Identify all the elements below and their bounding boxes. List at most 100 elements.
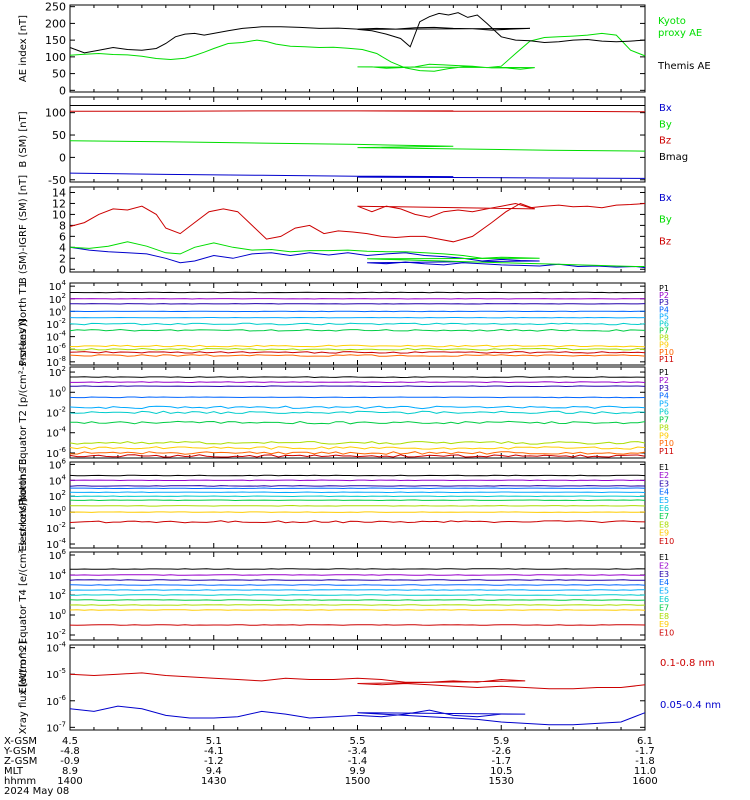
side-label: proxy AE: [658, 28, 702, 39]
orbit-value: 10.5: [490, 766, 512, 777]
y-tick-label: 10-4: [46, 641, 66, 655]
legend-entry: P3: [659, 298, 669, 307]
y-tick-label: 12: [52, 197, 66, 210]
y-tick-label: 0: [59, 84, 66, 97]
series-line-p2: [70, 381, 646, 384]
y-axis-label: Protons North T1: [18, 282, 29, 366]
legend-entry: E4: [659, 578, 669, 587]
series-line-e10: [69, 520, 646, 524]
series-line-bx: [69, 172, 646, 179]
y-tick-label: 10-6: [46, 342, 66, 356]
legend-entry: Bx: [659, 103, 672, 114]
orbit-value: 6.1: [637, 736, 653, 747]
side-label: Kyoto: [658, 16, 686, 27]
series-line-bz: [70, 110, 646, 113]
y-tick-label: 10: [52, 208, 66, 221]
panel-frame: [69, 96, 646, 183]
y-tick-label: 10-7: [46, 720, 66, 734]
y-tick-label: 8: [59, 219, 66, 232]
legend-entry: P2: [659, 376, 669, 385]
legend-entry: E7: [659, 512, 669, 521]
y-tick-label: 10-4: [46, 426, 66, 440]
legend-entry: Bx: [659, 193, 672, 204]
legend-entry: P11: [659, 355, 674, 364]
series-line-e7: [69, 499, 646, 502]
orbit-value: 1400: [57, 776, 82, 787]
series-line-kyoto-proxy-ae: [69, 32, 646, 72]
legend-entry: E1: [659, 553, 669, 562]
y-tick-label: 10-8: [46, 355, 66, 369]
orbit-value: -3.4: [348, 746, 368, 757]
series-line-p10: [69, 451, 646, 455]
y-tick-label: 10-2: [46, 521, 66, 535]
series-line-bx: [69, 246, 646, 269]
legend-entry: E6: [659, 504, 669, 513]
y-tick-label: 50: [52, 129, 66, 142]
series-line-e2: [70, 574, 645, 576]
panel-2: -50 0 50 100 B (SM) [nT] Bx By Bz Bmag: [18, 96, 688, 187]
orbit-row-label: Z-GSM: [4, 756, 37, 767]
y-tick-label: 106: [49, 457, 67, 471]
y-tick-label: 10-2: [46, 628, 66, 642]
series-line-e9: [69, 609, 646, 611]
y-tick-label: 10-2: [46, 317, 66, 331]
legend-entry: P8: [659, 423, 669, 432]
orbit-value: -2.6: [491, 746, 511, 757]
series-line-by: [69, 241, 645, 267]
legend-entry: E2: [659, 561, 669, 570]
orbit-value: 1430: [201, 776, 226, 787]
series-line-e5: [69, 589, 645, 591]
panel-6: 106 104 102 100 10-2 10-4 Electrons North T3 E1…: [18, 457, 674, 551]
y-tick-label: 104: [49, 279, 67, 293]
panel-8: 10-4 10-5 10-6 10-7 Xray flux [W/m^2]: [18, 641, 646, 734]
y-tick-label: 104: [49, 473, 67, 487]
series-line-p7: [70, 420, 646, 425]
legend-entry: P5: [659, 312, 669, 321]
series-line-themis-ae: [69, 12, 646, 54]
series-line-e2: [69, 479, 646, 482]
series-line-bz: [69, 202, 646, 243]
y-tick-label: 102: [49, 292, 66, 306]
legend-entry: E8: [659, 612, 669, 621]
series-line-p3: [70, 385, 646, 388]
series-line-by: [69, 140, 646, 152]
legend-entry: P9: [659, 341, 669, 350]
y-tick-label: 0: [59, 263, 66, 276]
orbit-value: 5.9: [493, 736, 509, 747]
series-line-p1: [70, 376, 646, 379]
side-label: Themis AE: [657, 61, 711, 72]
legend-entry: E10: [659, 629, 674, 638]
y-tick-label: 6: [59, 230, 66, 243]
orbit-value: 1600: [632, 776, 657, 787]
legend-entry: E1: [659, 463, 669, 472]
legend-entry: E5: [659, 587, 669, 596]
orbit-value: -1.7: [491, 756, 511, 767]
orbit-value: -0.9: [60, 756, 80, 767]
series-line-p11: [69, 351, 646, 354]
legend-entry: P10: [659, 348, 674, 357]
orbit-value: -1.2: [204, 756, 224, 767]
series-line-e8: [69, 604, 646, 606]
y-tick-label: 100: [49, 608, 66, 622]
y-tick-label: 10-6: [46, 446, 66, 460]
y-tick-label: 102: [49, 365, 66, 379]
panel-frame: [69, 551, 646, 641]
y-tick-label: 50: [52, 68, 66, 81]
legend-entry: E9: [659, 620, 669, 629]
series-line-p11: [69, 454, 646, 458]
legend-entry: E9: [659, 529, 669, 538]
y-tick-label: 104: [49, 568, 67, 582]
orbit-row-label: MLT: [4, 766, 24, 777]
series-line-p8: [69, 347, 646, 351]
series-line-e3: [69, 579, 645, 581]
panel-frame: [69, 366, 646, 459]
legend-entry: E4: [659, 488, 669, 497]
y-tick-label: 10-6: [46, 694, 66, 708]
y-tick-label: 150: [45, 34, 66, 47]
date-label: 2024 May 08: [4, 786, 69, 797]
y-tick-label: -50: [48, 174, 66, 187]
